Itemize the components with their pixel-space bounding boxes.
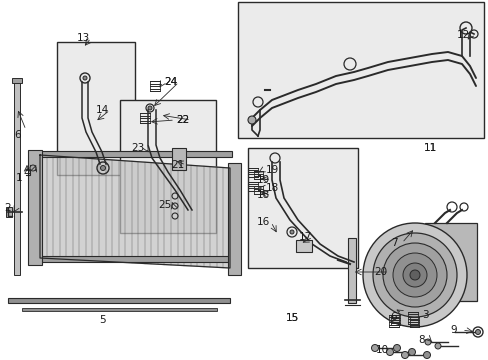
Bar <box>407 312 417 324</box>
Circle shape <box>474 329 480 334</box>
Circle shape <box>371 345 378 351</box>
Text: 9: 9 <box>450 325 456 335</box>
Bar <box>12 78 22 83</box>
Circle shape <box>247 116 256 124</box>
Text: 18: 18 <box>256 190 269 200</box>
Circle shape <box>402 263 426 287</box>
Text: 7: 7 <box>390 238 397 248</box>
Text: 19: 19 <box>265 165 278 175</box>
Bar <box>8 298 229 303</box>
Bar <box>388 315 398 327</box>
Text: 15: 15 <box>285 313 298 323</box>
Bar <box>172 148 185 170</box>
Bar <box>347 238 355 303</box>
Text: 22: 22 <box>176 115 189 125</box>
Text: 10: 10 <box>375 345 388 355</box>
Bar <box>390 315 399 325</box>
Circle shape <box>434 343 440 349</box>
Text: 18: 18 <box>265 183 278 193</box>
Text: 12: 12 <box>455 30 468 40</box>
Text: 14: 14 <box>95 105 108 115</box>
Bar <box>28 150 42 265</box>
Bar <box>253 171 262 179</box>
Bar <box>22 308 217 311</box>
Text: 23: 23 <box>131 143 144 153</box>
Bar <box>227 163 241 275</box>
Text: 6: 6 <box>390 312 397 322</box>
Text: 11: 11 <box>423 143 436 153</box>
Text: 22: 22 <box>176 115 189 125</box>
Bar <box>247 148 357 268</box>
Bar <box>247 181 258 190</box>
Circle shape <box>409 270 419 280</box>
Bar <box>407 255 414 313</box>
Text: 6: 6 <box>15 130 21 140</box>
Text: 24: 24 <box>164 77 177 87</box>
Bar <box>253 186 262 194</box>
Text: 2: 2 <box>5 203 11 213</box>
Circle shape <box>401 351 407 359</box>
Bar <box>247 167 258 176</box>
Bar <box>408 317 418 327</box>
Text: 11: 11 <box>423 143 436 153</box>
Circle shape <box>83 76 87 80</box>
Text: 25: 25 <box>158 200 171 210</box>
Bar <box>38 256 231 262</box>
Text: 15: 15 <box>285 313 298 323</box>
Bar <box>57 42 135 175</box>
Bar <box>238 2 483 138</box>
Text: 16: 16 <box>256 217 269 227</box>
Text: 4: 4 <box>23 168 30 178</box>
Circle shape <box>393 345 400 351</box>
Bar <box>14 80 20 275</box>
Polygon shape <box>40 155 229 268</box>
Bar <box>38 151 231 157</box>
Text: 19: 19 <box>256 175 269 185</box>
Circle shape <box>424 339 430 345</box>
Circle shape <box>423 351 429 359</box>
Circle shape <box>289 230 293 234</box>
Text: 21: 21 <box>171 160 184 170</box>
Bar <box>120 100 216 233</box>
Circle shape <box>101 166 105 171</box>
Circle shape <box>382 243 446 307</box>
Circle shape <box>372 233 456 317</box>
Text: 1: 1 <box>16 173 22 183</box>
Circle shape <box>148 106 152 110</box>
Circle shape <box>407 348 415 356</box>
Bar <box>6 207 12 217</box>
Text: 24: 24 <box>164 77 177 87</box>
Text: 13: 13 <box>76 33 89 43</box>
Text: 17: 17 <box>298 232 311 242</box>
Bar <box>150 81 160 91</box>
Circle shape <box>30 165 36 171</box>
Bar <box>140 113 150 123</box>
Circle shape <box>362 223 466 327</box>
Circle shape <box>392 253 436 297</box>
Text: 8: 8 <box>418 335 425 345</box>
Text: 3: 3 <box>421 310 427 320</box>
Text: 5: 5 <box>99 315 105 325</box>
Bar <box>295 240 311 252</box>
Text: 20: 20 <box>374 267 387 277</box>
Circle shape <box>386 348 393 356</box>
Bar <box>424 223 476 301</box>
